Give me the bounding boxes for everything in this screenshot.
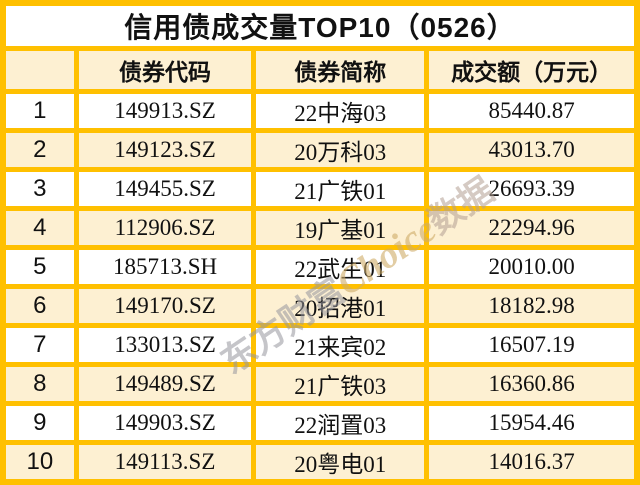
header-bond-name: 债券简称 — [251, 46, 430, 94]
table-row: 4 112906.SZ 19广基01 22294.96 — [0, 206, 640, 250]
table-row: 10 149113.SZ 20粤电01 14016.37 — [0, 440, 640, 485]
bond-code-cell: 149903.SZ — [73, 401, 257, 445]
table-title-row: 信用债成交量TOP10（0526） — [0, 0, 640, 51]
table-row: 5 185713.SH 22武生01 20010.00 — [0, 245, 640, 289]
amount-cell: 15954.46 — [424, 401, 640, 445]
rank-cell: 9 — [0, 401, 79, 445]
amount-cell: 26693.39 — [424, 167, 640, 211]
bond-name-cell: 20招港01 — [251, 284, 430, 328]
bond-code-cell: 149123.SZ — [73, 128, 257, 172]
rank-cell: 6 — [0, 284, 79, 328]
header-bond-code: 债券代码 — [73, 46, 257, 94]
amount-cell: 85440.87 — [424, 89, 640, 133]
amount-cell: 16360.86 — [424, 362, 640, 406]
header-rank — [0, 46, 79, 94]
bond-name-cell: 22武生01 — [251, 245, 430, 289]
amount-cell: 20010.00 — [424, 245, 640, 289]
bond-code-cell: 185713.SH — [73, 245, 257, 289]
bond-name-cell: 19广基01 — [251, 206, 430, 250]
amount-cell: 22294.96 — [424, 206, 640, 250]
bond-code-cell: 149455.SZ — [73, 167, 257, 211]
bond-name-cell: 22中海03 — [251, 89, 430, 133]
bond-code-cell: 112906.SZ — [73, 206, 257, 250]
bond-code-cell: 149170.SZ — [73, 284, 257, 328]
bond-name-cell: 21广铁01 — [251, 167, 430, 211]
bond-name-cell: 20粤电01 — [251, 440, 430, 485]
amount-cell: 43013.70 — [424, 128, 640, 172]
bond-name-cell: 21来宾02 — [251, 323, 430, 367]
bond-name-cell: 22润置03 — [251, 401, 430, 445]
rank-cell: 2 — [0, 128, 79, 172]
rank-cell: 1 — [0, 89, 79, 133]
table-row: 1 149913.SZ 22中海03 85440.87 — [0, 89, 640, 133]
bond-code-cell: 149113.SZ — [73, 440, 257, 485]
rank-cell: 7 — [0, 323, 79, 367]
table-row: 9 149903.SZ 22润置03 15954.46 — [0, 401, 640, 445]
table-row: 3 149455.SZ 21广铁01 26693.39 — [0, 167, 640, 211]
amount-cell: 18182.98 — [424, 284, 640, 328]
amount-cell: 14016.37 — [424, 440, 640, 485]
rank-cell: 10 — [0, 440, 79, 485]
table-row: 6 149170.SZ 20招港01 18182.98 — [0, 284, 640, 328]
bond-code-cell: 149913.SZ — [73, 89, 257, 133]
bond-code-cell: 133013.SZ — [73, 323, 257, 367]
rank-cell: 4 — [0, 206, 79, 250]
header-amount: 成交额（万元） — [424, 46, 640, 94]
rank-cell: 5 — [0, 245, 79, 289]
table-row: 8 149489.SZ 21广铁03 16360.86 — [0, 362, 640, 406]
amount-cell: 16507.19 — [424, 323, 640, 367]
rank-cell: 3 — [0, 167, 79, 211]
page-title: 信用债成交量TOP10（0526） — [0, 0, 640, 51]
table-row: 2 149123.SZ 20万科03 43013.70 — [0, 128, 640, 172]
table-row: 7 133013.SZ 21来宾02 16507.19 — [0, 323, 640, 367]
rank-cell: 8 — [0, 362, 79, 406]
bond-name-cell: 20万科03 — [251, 128, 430, 172]
table-header-row: 债券代码 债券简称 成交额（万元） — [0, 46, 640, 94]
bond-code-cell: 149489.SZ — [73, 362, 257, 406]
bond-name-cell: 21广铁03 — [251, 362, 430, 406]
